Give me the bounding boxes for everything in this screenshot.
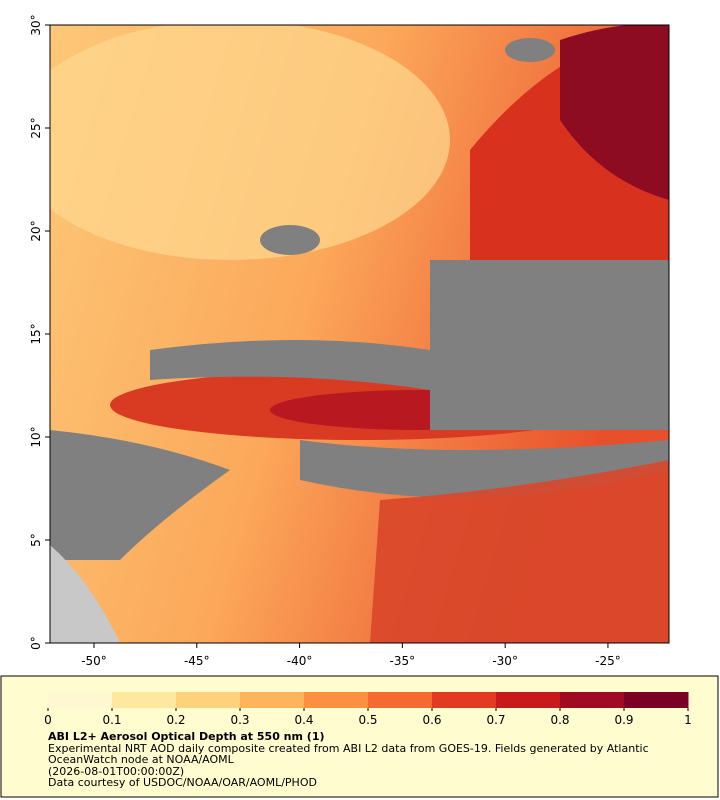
colorbar-swatch (240, 692, 305, 708)
y-tick-label: 10° (29, 426, 43, 447)
x-tick-label: -40° (287, 654, 313, 668)
colorbar-swatch (304, 692, 369, 708)
x-tick-label: -30° (492, 654, 518, 668)
y-tick-label: 30° (29, 14, 43, 35)
x-tick-label: -35° (390, 654, 416, 668)
colorbar-swatch (48, 692, 113, 708)
colorbar-swatch (560, 692, 625, 708)
colorbar-tick-label: 0.1 (102, 713, 121, 727)
colorbar-tick-label: 0.3 (230, 713, 249, 727)
colorbar-tick-label: 0 (44, 713, 52, 727)
colorbar-tick-label: 0.9 (614, 713, 633, 727)
colorbar-tick-label: 0.7 (486, 713, 505, 727)
colorbar-tick-label: 0.4 (294, 713, 313, 727)
colorbar-swatch (112, 692, 177, 708)
caption-title: ABI L2+ Aerosol Optical Depth at 550 nm … (48, 730, 325, 743)
caption-line: Experimental NRT AOD daily composite cre… (48, 742, 649, 755)
y-tick-label: 0° (29, 636, 43, 650)
caption-line: OceanWatch node at NOAA/AOML (48, 753, 235, 766)
colorbar-swatch (624, 692, 689, 708)
colorbar-swatch (368, 692, 433, 708)
aod-field (50, 25, 669, 643)
colorbar-tick-label: 1 (684, 713, 692, 727)
colorbar-swatch (432, 692, 497, 708)
colorbar-tick-label: 0.5 (358, 713, 377, 727)
colorbar-tick-label: 0.6 (422, 713, 441, 727)
caption-line: Data courtesy of USDOC/NOAA/OAR/AOML/PHO… (48, 776, 317, 789)
y-tick-label: 5° (29, 533, 43, 547)
x-tick-label: -25° (595, 654, 621, 668)
x-tick-label: -50° (81, 654, 107, 668)
x-tick-label: -45° (184, 654, 210, 668)
colorbar-swatch (176, 692, 241, 708)
colorbar-tick-label: 0.8 (550, 713, 569, 727)
y-tick-label: 15° (29, 323, 43, 344)
caption-line: (2026-08-01T00:00:00Z) (48, 765, 184, 778)
y-tick-label: 20° (29, 220, 43, 241)
colorbar-swatch (496, 692, 561, 708)
colorbar-tick-label: 0.2 (166, 713, 185, 727)
y-tick-label: 25° (29, 117, 43, 138)
